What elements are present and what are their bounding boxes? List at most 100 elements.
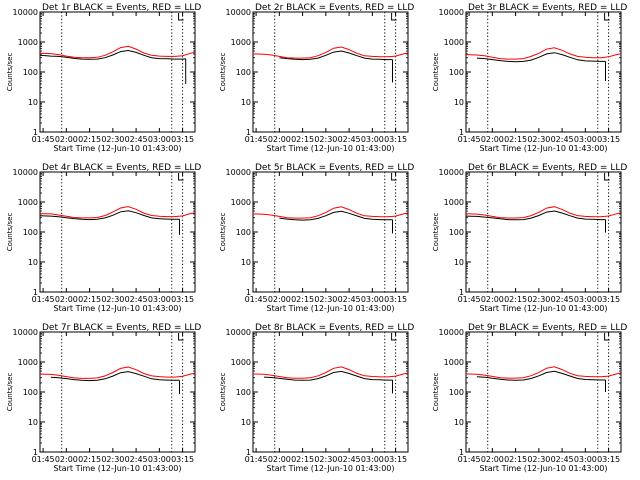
legend-mark — [391, 13, 397, 21]
x-tick-label: 02:30 — [527, 455, 550, 464]
x-tick-label: 02:15 — [291, 135, 314, 144]
series-black-line — [39, 210, 180, 221]
x-tick-label: 02:15 — [291, 295, 314, 304]
y-tick-label: 100 — [236, 68, 251, 77]
x-tick-label: 02:00 — [481, 135, 504, 144]
x-tick-label: 02:00 — [55, 135, 78, 144]
series-red-line — [252, 46, 409, 59]
x-tick-label: 02:00 — [55, 295, 78, 304]
x-tick-label: 02:30 — [527, 135, 550, 144]
series-red-line — [39, 45, 196, 59]
y-tick-label: 1 — [33, 128, 38, 137]
legend-mark — [178, 13, 184, 21]
y-tick-label: 1000 — [231, 38, 251, 47]
x-tick-label: 02:45 — [125, 455, 148, 464]
y-tick-label: 10 — [28, 258, 38, 267]
y-tick-label: 1 — [459, 448, 464, 457]
x-tick-label: 02:15 — [291, 455, 314, 464]
series-red-line — [252, 206, 409, 219]
y-tick-label: 1000 — [18, 358, 38, 367]
x-tick-label: 02:30 — [101, 295, 124, 304]
y-tick-label: 10 — [454, 258, 464, 267]
x-tick-label: 02:15 — [504, 295, 527, 304]
y-tick-label: 1000 — [444, 198, 464, 207]
y-tick-label: 100 — [23, 388, 38, 397]
series-red-line — [252, 366, 409, 379]
x-tick-label: 02:45 — [551, 455, 574, 464]
chart-title: Det 8r BLACK = Events, RED = LLD — [255, 323, 414, 333]
y-tick-label: 100 — [449, 388, 464, 397]
series-red-line — [465, 366, 622, 379]
x-tick-label: 03:00 — [361, 135, 384, 144]
y-tick-label: 10000 — [226, 328, 251, 337]
chart-title: Det 4r BLACK = Events, RED = LLD — [42, 163, 201, 173]
x-tick-label: 03:00 — [148, 455, 171, 464]
x-tick-label: 02:45 — [125, 295, 148, 304]
series-black-line — [50, 371, 180, 382]
x-tick-label: 01:45 — [245, 135, 268, 144]
y-tick-label: 1 — [33, 288, 38, 297]
legend-mark — [604, 173, 610, 181]
y-tick-label: 1 — [459, 288, 464, 297]
x-tick-label: 03:00 — [574, 455, 597, 464]
x-tick-label: 01:45 — [458, 135, 481, 144]
x-tick-label: 02:15 — [504, 455, 527, 464]
y-tick-label: 1 — [246, 448, 251, 457]
x-tick-label: 03:15 — [597, 295, 620, 304]
x-axis-label: Start Time (12-Jun-10 01:43:00) — [54, 464, 182, 473]
y-tick-label: 1 — [246, 128, 251, 137]
x-tick-label: 02:30 — [527, 295, 550, 304]
y-tick-label: 10 — [454, 418, 464, 427]
y-tick-label: 10000 — [439, 328, 464, 337]
legend-mark — [604, 333, 610, 341]
x-tick-label: 02:30 — [101, 135, 124, 144]
y-tick-label: 1000 — [18, 198, 38, 207]
y-tick-label: 100 — [23, 228, 38, 237]
y-tick-label: 1000 — [231, 358, 251, 367]
x-tick-label: 03:15 — [384, 455, 407, 464]
y-tick-label: 10000 — [13, 8, 38, 17]
y-tick-label: 1000 — [444, 38, 464, 47]
y-tick-label: 1 — [246, 288, 251, 297]
y-tick-label: 10 — [28, 418, 38, 427]
x-tick-label: 03:15 — [384, 295, 407, 304]
x-tick-label: 01:45 — [245, 295, 268, 304]
x-tick-label: 02:30 — [314, 455, 337, 464]
x-tick-label: 02:15 — [78, 295, 101, 304]
x-tick-label: 01:45 — [458, 455, 481, 464]
x-axis-label: Start Time (12-Jun-10 01:43:00) — [267, 144, 395, 153]
x-tick-label: 02:00 — [268, 455, 291, 464]
y-tick-label: 10000 — [226, 8, 251, 17]
series-black-line — [263, 370, 393, 381]
x-tick-label: 02:15 — [78, 455, 101, 464]
y-tick-label: 10000 — [13, 328, 38, 337]
y-tick-label: 10 — [241, 98, 251, 107]
x-tick-label: 03:00 — [361, 295, 384, 304]
chart-title: Det 1r BLACK = Events, RED = LLD — [42, 3, 201, 13]
series-red-line — [39, 206, 196, 219]
chart-title: Det 3r BLACK = Events, RED = LLD — [468, 3, 627, 13]
x-tick-label: 01:45 — [32, 135, 55, 144]
y-axis-label: Counts/sec — [432, 53, 440, 92]
x-tick-label: 02:45 — [338, 455, 361, 464]
legend-mark — [178, 173, 184, 181]
y-tick-label: 10000 — [13, 168, 38, 177]
panel-det-2: Det 2r BLACK = Events, RED = LLD 01:45 02:… — [219, 3, 414, 153]
y-tick-label: 1000 — [231, 198, 251, 207]
x-tick-label: 01:45 — [32, 455, 55, 464]
x-tick-label: 03:15 — [597, 135, 620, 144]
series-red-line — [465, 206, 622, 219]
x-tick-label: 02:00 — [55, 455, 78, 464]
x-tick-label: 03:15 — [171, 295, 194, 304]
x-tick-label: 02:15 — [78, 135, 101, 144]
y-tick-label: 100 — [236, 388, 251, 397]
series-black-line — [279, 50, 393, 61]
series-black-line — [476, 370, 606, 381]
x-tick-label: 02:45 — [125, 135, 148, 144]
chart-title: Det 2r BLACK = Events, RED = LLD — [255, 3, 414, 13]
